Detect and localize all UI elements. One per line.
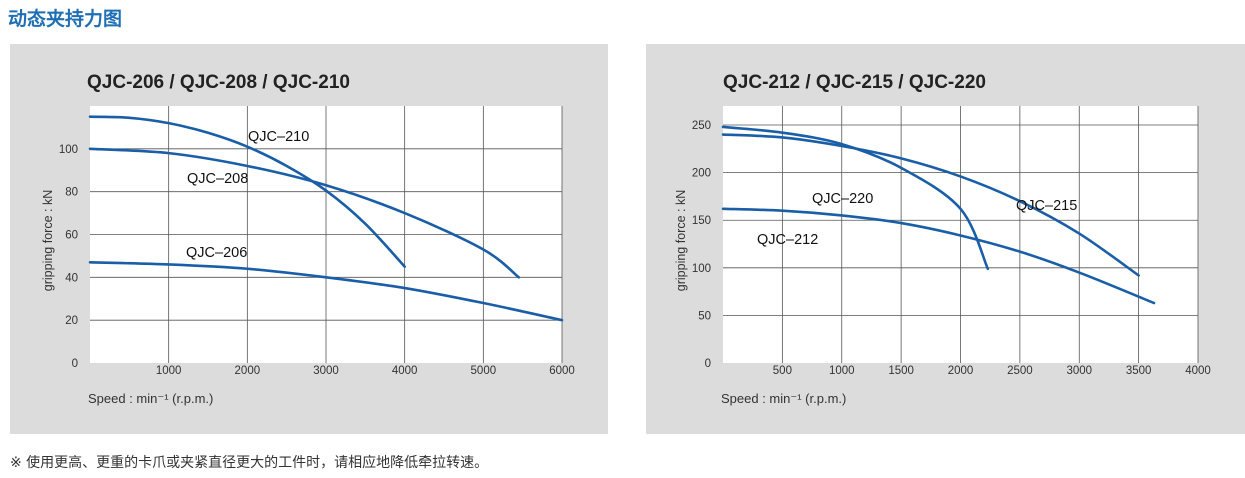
series-line (721, 125, 990, 271)
x-tick-label: 4000 (1185, 365, 1211, 377)
x-axis-label: Speed : min⁻¹ (r.p.m.) (88, 391, 213, 406)
x-tick-label: 2000 (948, 365, 974, 377)
y-axis-label: gripping force : kN (674, 190, 688, 291)
y-tick-label: 200 (692, 168, 711, 180)
y-axis-label: gripping force : kN (41, 190, 55, 291)
y-tick-label: 150 (692, 215, 711, 227)
x-tick-label: 6000 (549, 365, 575, 377)
x-tick-label: 1500 (888, 365, 914, 377)
x-tick-label: 2000 (235, 365, 261, 377)
x-tick-label: 3000 (313, 365, 339, 377)
y-tick-label: 20 (65, 315, 78, 327)
chart-title: QJC-206 / QJC-208 / QJC-210 (87, 72, 350, 93)
y-tick-label: 100 (59, 144, 78, 156)
page-title: 动态夹持力图 (8, 8, 123, 30)
x-tick-label: 500 (773, 365, 792, 377)
series-line (88, 261, 564, 322)
series-line (88, 115, 406, 268)
series-label: QJC–215 (1016, 198, 1077, 214)
y-tick-label: 250 (692, 120, 711, 132)
x-tick-label: 1000 (156, 365, 182, 377)
series-label: QJC–220 (812, 191, 873, 207)
y-tick-label: 80 (65, 187, 78, 199)
chart-panel-left: QJC-206 / QJC-208 / QJC-210 1000 2000 3000 4… (10, 44, 608, 434)
y-tick-label: 100 (692, 263, 711, 275)
y-tick-label: 50 (698, 310, 711, 322)
chart-title: QJC-212 / QJC-215 / QJC-220 (723, 72, 986, 93)
series-label: QJC–208 (187, 171, 248, 187)
x-tick-label: 3500 (1126, 365, 1152, 377)
footnote: ※ 使用更高、更重的卡爪或夹紧直径更大的工件时，请相应地降低牵拉转速。 (10, 455, 489, 471)
y-tick-label: 0 (72, 358, 78, 370)
y-tick-label: 0 (705, 358, 711, 370)
x-axis-label: Speed : min⁻¹ (r.p.m.) (721, 391, 846, 406)
series-line (88, 147, 521, 279)
x-tick-label: 2500 (1007, 365, 1033, 377)
x-tick-label: 1000 (829, 365, 855, 377)
y-tick-label: 40 (65, 272, 78, 284)
x-tick-label: 4000 (392, 365, 418, 377)
series-label: QJC–210 (248, 129, 309, 145)
series-label: QJC–212 (757, 232, 818, 248)
y-tick-label: 60 (65, 230, 78, 242)
x-tick-label: 5000 (471, 365, 497, 377)
series-line (721, 207, 1156, 305)
chart-panel-right: QJC-212 / QJC-215 / QJC-220 500 1000 1500 20… (646, 44, 1245, 434)
series-label: QJC–206 (186, 245, 247, 261)
series-line (721, 133, 1140, 277)
x-tick-label: 3000 (1066, 365, 1092, 377)
